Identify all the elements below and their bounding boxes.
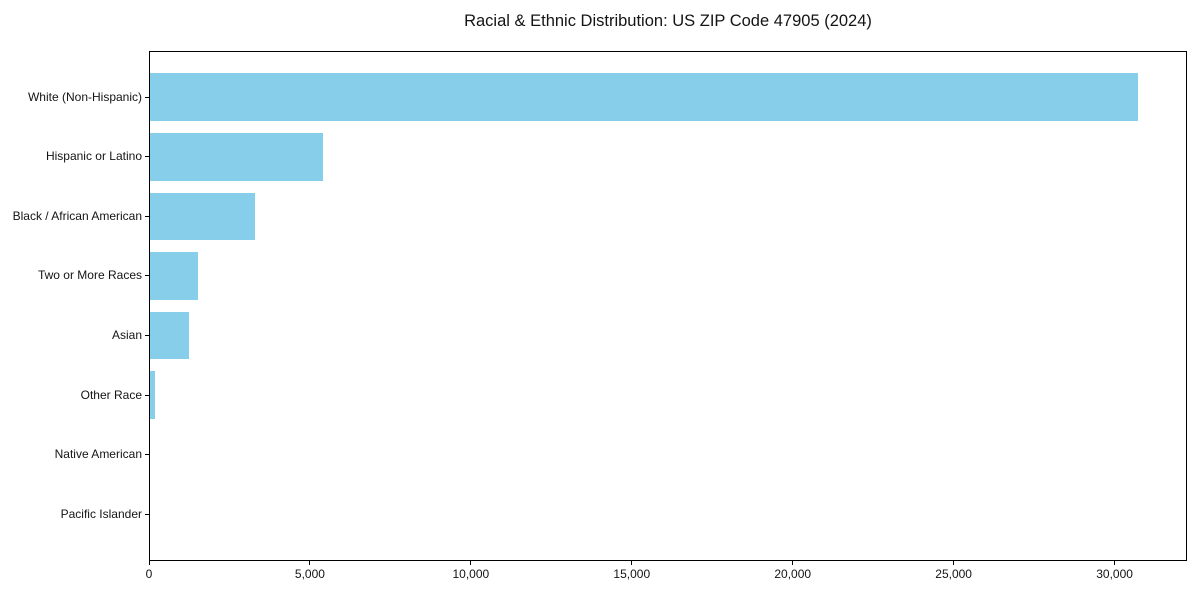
x-axis-tick-label: 5,000: [294, 567, 325, 581]
y-axis-label: Black / African American: [12, 208, 142, 223]
y-axis-label: Other Race: [80, 387, 142, 402]
x-axis-tick-label: 0: [145, 567, 153, 581]
bar: [150, 73, 1139, 121]
y-axis-tick-mark: [145, 96, 149, 98]
x-axis-tick-mark: [1114, 561, 1116, 565]
y-axis-label: White (Non-Hispanic): [27, 89, 142, 104]
bar: [150, 371, 155, 419]
y-axis-tick-mark: [145, 513, 149, 515]
plot-area: [149, 51, 1187, 561]
y-axis-tick-mark: [145, 454, 149, 456]
y-axis-label: Hispanic or Latino: [45, 149, 142, 164]
y-axis-tick-mark: [145, 334, 149, 336]
x-axis-tick-mark: [148, 561, 150, 565]
y-axis-tick-mark: [145, 156, 149, 158]
x-axis-tick-label: 25,000: [935, 567, 972, 581]
y-axis-tick-mark: [145, 394, 149, 396]
bar: [150, 132, 323, 181]
x-axis-tick-label: 20,000: [774, 567, 812, 581]
y-axis-label: Pacific Islander: [60, 506, 142, 521]
x-axis-tick-mark: [953, 561, 955, 565]
y-axis-label: Asian: [111, 327, 142, 342]
bar: [150, 252, 199, 300]
bar: [150, 311, 190, 360]
bar: [150, 192, 255, 241]
x-axis-tick-mark: [792, 561, 794, 565]
y-axis-label: Two or More Races: [37, 268, 142, 283]
x-axis-tick-mark: [631, 561, 633, 565]
x-axis-tick-label: 30,000: [1096, 567, 1133, 581]
chart-title: Racial & Ethnic Distribution: US ZIP Cod…: [464, 12, 872, 30]
x-axis-tick-label: 15,000: [613, 567, 651, 581]
y-axis-label: Native American: [54, 447, 142, 462]
x-axis-tick-label: 10,000: [452, 567, 490, 581]
y-axis-tick-mark: [145, 215, 149, 217]
x-axis-tick-mark: [470, 561, 472, 565]
y-axis-tick-mark: [145, 275, 149, 277]
x-axis-tick-mark: [309, 561, 311, 565]
